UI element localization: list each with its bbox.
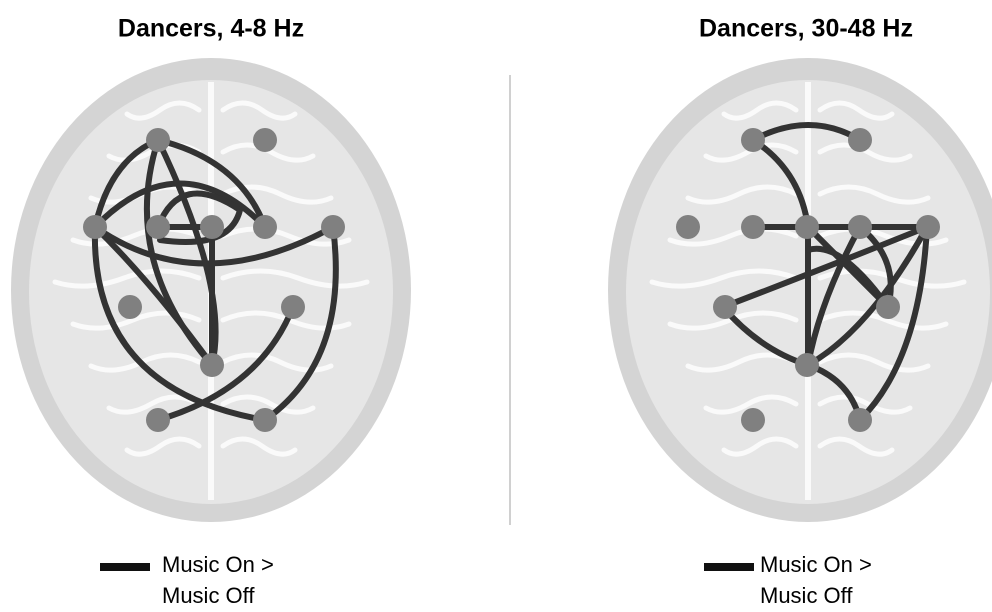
electrode-node xyxy=(795,215,819,239)
legend-label: Music Off xyxy=(760,583,853,607)
panel-title: Dancers, 30-48 Hz xyxy=(699,15,913,43)
electrode-node xyxy=(848,215,872,239)
panel: Dancers, 4-8 Hz Music On > Music Off xyxy=(11,15,411,607)
legend-label: Music On > xyxy=(162,552,274,577)
legend-label: Music Off xyxy=(162,583,255,607)
electrode-node xyxy=(795,353,819,377)
panel-title: Dancers, 4-8 Hz xyxy=(118,15,304,43)
page: {"panels": [ {"title": "Dancers, 4-8 Hz"… xyxy=(0,0,992,607)
network xyxy=(608,58,992,522)
electrode-node xyxy=(83,215,107,239)
electrode-node xyxy=(916,215,940,239)
legend-swatch xyxy=(704,563,754,571)
electrode-node xyxy=(676,215,700,239)
electrode-node xyxy=(741,215,765,239)
electrode-node xyxy=(321,215,345,239)
electrode-node xyxy=(848,408,872,432)
electrode-node xyxy=(146,408,170,432)
electrode-node xyxy=(146,128,170,152)
electrode-node xyxy=(118,295,142,319)
electrode-node xyxy=(741,128,765,152)
electrode-node xyxy=(713,295,737,319)
electrode-node xyxy=(200,215,224,239)
panel: Dancers, 30-48 Hz Music On > Music Off xyxy=(608,15,992,607)
network xyxy=(11,58,411,522)
electrode-node xyxy=(253,408,277,432)
electrode-node xyxy=(876,295,900,319)
diagram: Dancers, 4-8 Hz Music On > Music Off Dan… xyxy=(0,0,992,607)
electrode-node xyxy=(146,215,170,239)
legend-label: Music On > xyxy=(760,552,872,577)
electrode-node xyxy=(741,408,765,432)
electrode-node xyxy=(200,353,224,377)
electrode-node xyxy=(848,128,872,152)
legend-swatch xyxy=(100,563,150,571)
electrode-node xyxy=(253,215,277,239)
electrode-node xyxy=(253,128,277,152)
electrode-node xyxy=(281,295,305,319)
